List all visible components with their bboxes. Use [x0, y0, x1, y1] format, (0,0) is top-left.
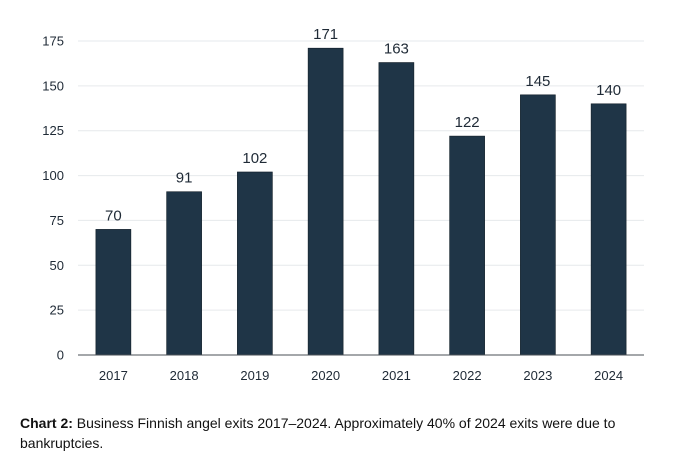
- bar-value-label: 102: [242, 150, 267, 167]
- bar-value-label: 145: [525, 73, 550, 90]
- bar: [166, 191, 202, 356]
- bar-value-label: 122: [455, 114, 480, 131]
- x-tick-label: 2022: [453, 368, 482, 383]
- bar: [237, 171, 273, 356]
- bar-chart: 0 25 50 75 100 125 150 175 70 91 102 171 163 122 145 1…: [42, 26, 644, 383]
- y-tick-label: 175: [42, 34, 64, 49]
- x-tick-label: 2020: [311, 368, 340, 383]
- bar: [590, 103, 627, 356]
- gridlines: [78, 40, 644, 311]
- bar-value-label: 171: [313, 26, 338, 43]
- y-tick-label: 75: [50, 213, 64, 228]
- bars: 70 91 102 171 163 122 145 140: [95, 26, 627, 356]
- bar-value-label: 91: [176, 170, 193, 187]
- chart-caption: Chart 2: Business Finnish angel exits 20…: [20, 413, 680, 453]
- x-axis: 2017 2018 2019 2020 2021 2022 2023 2024: [78, 354, 644, 383]
- bar-value-label: 70: [105, 207, 122, 224]
- y-axis: 0 25 50 75 100 125 150 175: [42, 34, 64, 363]
- y-tick-label: 0: [57, 348, 64, 363]
- x-tick-label: 2021: [382, 368, 411, 383]
- bar: [378, 62, 415, 356]
- y-tick-label: 100: [42, 168, 64, 183]
- y-tick-label: 50: [50, 258, 64, 273]
- x-tick-label: 2018: [170, 368, 199, 383]
- x-tick-label: 2019: [240, 368, 269, 383]
- x-tick-label: 2017: [99, 368, 128, 383]
- x-tick-label: 2023: [523, 368, 552, 383]
- bar-value-label: 163: [384, 41, 409, 58]
- bar: [520, 94, 556, 356]
- bar-value-label: 140: [596, 82, 621, 99]
- bar: [449, 135, 485, 356]
- caption-text: Business Finnish angel exits 2017–2024. …: [20, 415, 616, 451]
- x-tick-label: 2024: [594, 368, 623, 383]
- y-tick-label: 150: [42, 78, 64, 93]
- y-tick-label: 25: [50, 303, 64, 318]
- bar: [307, 47, 344, 356]
- bar: [95, 229, 132, 356]
- caption-label: Chart 2:: [20, 415, 73, 431]
- y-tick-label: 125: [42, 123, 64, 138]
